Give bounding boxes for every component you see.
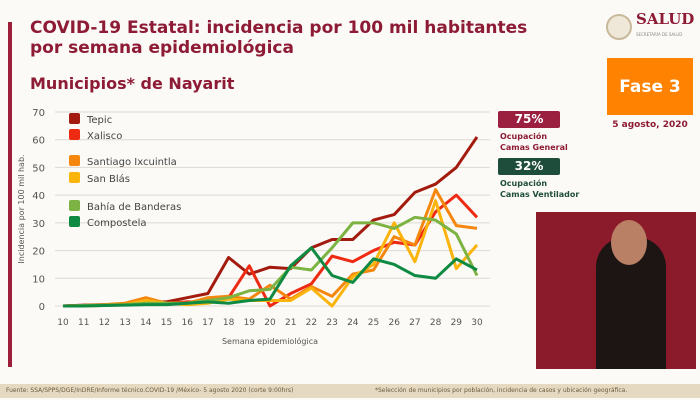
x-tick-label: 17 (202, 318, 213, 328)
page-title: COVID-19 Estatal: incidencia por 100 mil… (30, 18, 528, 58)
footnote-text: *Selección de municipios por población, … (375, 387, 628, 394)
legend-swatch (69, 216, 80, 227)
legend-label: Tepic (86, 115, 112, 126)
legend-label: Bahía de Banderas (87, 201, 181, 213)
series-line-santiago-ixcuintla (62, 188, 478, 308)
x-tick-label: 16 (181, 318, 193, 328)
x-tick-label: 24 (347, 318, 359, 328)
report-date: 5 agosto, 2020 (612, 120, 688, 130)
legend-label: Santiago Ixcuintla (87, 157, 177, 168)
x-tick-label: 26 (388, 318, 400, 328)
y-tick-label: 40 (32, 191, 45, 202)
logo-text: SALUD (636, 10, 695, 28)
y-tick-label: 60 (32, 136, 45, 147)
footer: Fuente: SSA/SPPS/DGE/InDRE/Informe técni… (0, 384, 700, 398)
ventilator-beds-badge: 32% (498, 158, 560, 175)
y-tick-label: 10 (32, 274, 45, 285)
y-tick-label: 30 (32, 219, 45, 230)
x-tick-label: 14 (140, 318, 152, 328)
general-beds-label: Ocupación Camas General (500, 132, 568, 152)
legend-swatch (69, 200, 80, 211)
x-tick-label: 11 (78, 318, 89, 328)
line-chart: 0 10 20 30 40 50 60 70 10 11 12 13 14 15 16 17 18 19 20 21 2… (17, 108, 490, 346)
x-tick-label: 22 (306, 318, 317, 328)
legend-swatch (69, 113, 80, 124)
x-tick-label: 20 (264, 318, 276, 328)
interpreter-head (611, 220, 647, 265)
x-axis-label: Semana epidemiológica (222, 336, 318, 346)
seal-icon (606, 14, 632, 40)
x-tick-label: 15 (161, 318, 172, 328)
x-tick-label: 23 (326, 318, 337, 328)
x-tick-label: 13 (119, 318, 130, 328)
x-tick-label: 27 (409, 318, 420, 328)
series-line-compostela (63, 246, 478, 308)
x-tick-label: 30 (471, 318, 483, 328)
x-tick-label: 25 (368, 318, 379, 328)
legend-swatch (69, 172, 80, 183)
ventilator-beds-label: Ocupación Camas Ventilador (500, 179, 580, 199)
legend-label: Compostela (87, 218, 147, 229)
source-text: Fuente: SSA/SPPS/DGE/InDRE/Informe técni… (6, 387, 294, 394)
x-tick-label: 19 (244, 318, 256, 328)
y-axis-label: Incidencia por 100 mil hab. (17, 154, 26, 263)
x-tick-label: 29 (451, 318, 463, 328)
sign-language-video (536, 212, 696, 369)
logo-subtext: SECRETARÍA DE SALUD (636, 32, 683, 37)
x-tick-label: 21 (285, 318, 296, 328)
legend-swatch (69, 155, 80, 166)
x-tick-label: 18 (223, 318, 235, 328)
y-tick-label: 0 (39, 302, 45, 313)
general-beds-badge: 75% (498, 111, 560, 128)
phase-badge: Fase 3 (607, 58, 693, 115)
x-tick-label: 10 (57, 318, 69, 328)
x-tick-label: 12 (99, 318, 110, 328)
x-tick-label: 28 (430, 318, 442, 328)
page-subtitle: Municipios* de Nayarit (30, 74, 235, 93)
legend-swatch (69, 129, 80, 140)
salud-logo: SALUD SECRETARÍA DE SALUD (606, 12, 694, 42)
accent-bar (8, 22, 12, 367)
y-tick-label: 50 (32, 163, 45, 174)
y-tick-label: 70 (32, 108, 45, 119)
legend-label: San Blás (87, 173, 130, 185)
legend-label: Xalisco (87, 131, 122, 142)
y-tick-label: 20 (32, 247, 45, 258)
